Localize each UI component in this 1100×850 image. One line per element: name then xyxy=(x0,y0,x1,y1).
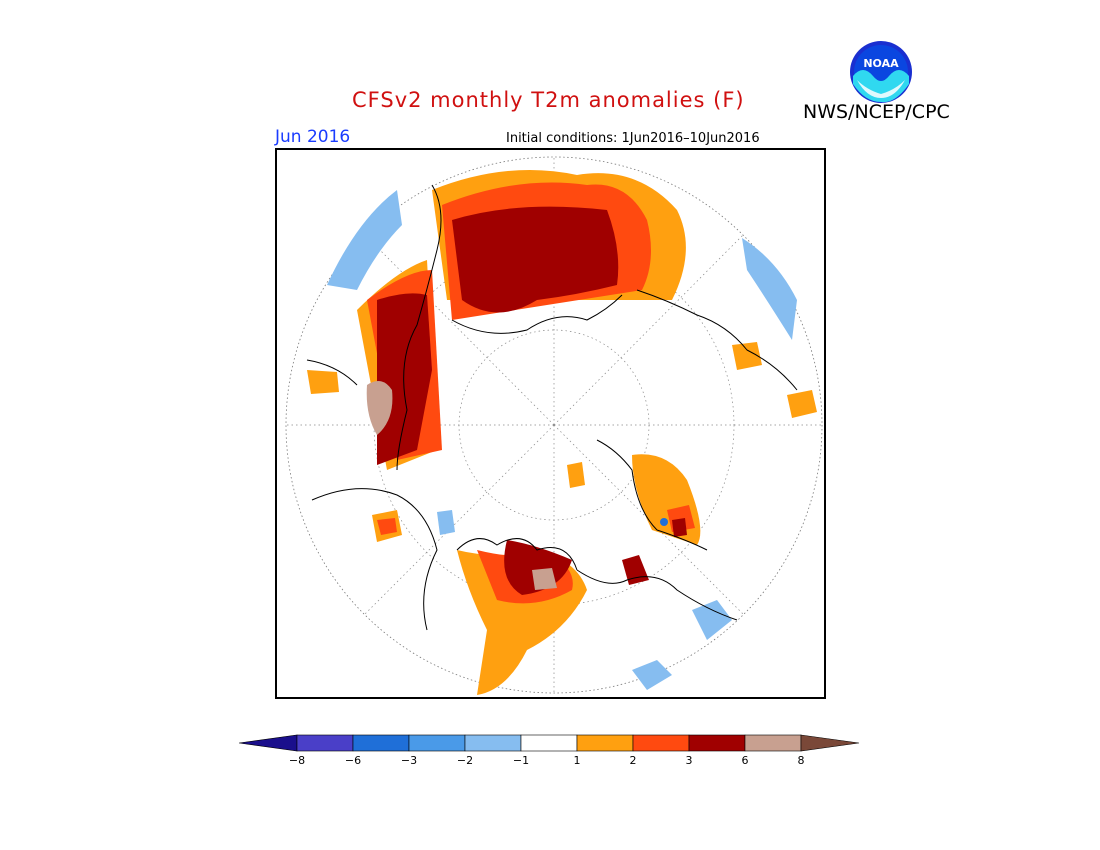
logo-text: NOAA xyxy=(863,57,899,70)
polar-map xyxy=(275,148,826,699)
initial-conditions: Initial conditions: 1Jun2016–10Jun2016 xyxy=(506,131,760,146)
colorbar-tick-label: 6 xyxy=(741,754,749,767)
colorbar-tick-label: −6 xyxy=(344,754,362,767)
chart-title: CFSv2 monthly T2m anomalies (F) xyxy=(352,88,745,112)
colorbar-bin xyxy=(352,734,410,752)
colorbar-bin xyxy=(408,734,466,752)
colorbar-arrow-low xyxy=(239,734,298,752)
colorbar-tick-label: −8 xyxy=(288,754,306,767)
colorbar xyxy=(239,734,860,752)
colorbar-bin xyxy=(520,734,578,752)
polar-map-graphic xyxy=(285,156,823,695)
colorbar-bin xyxy=(744,734,802,752)
colorbar-tick-label: −1 xyxy=(512,754,530,767)
colorbar-tick-label: 8 xyxy=(797,754,805,767)
noaa-logo-icon: NOAA xyxy=(850,41,912,103)
colorbar-bin xyxy=(296,734,354,752)
forecast-month: Jun 2016 xyxy=(275,127,351,147)
colorbar-labels: −8 −6 −3 −2 −1 1 2 3 6 8 xyxy=(0,754,1100,770)
colorbar-bin xyxy=(576,734,634,752)
colorbar-bin xyxy=(688,734,746,752)
agency-label: NWS/NCEP/CPC xyxy=(803,101,950,123)
colorbar-tick-label: 1 xyxy=(573,754,581,767)
colorbar-tick-label: 2 xyxy=(629,754,637,767)
colorbar-bin xyxy=(632,734,690,752)
colorbar-tick-label: 3 xyxy=(685,754,693,767)
colorbar-tick-label: −2 xyxy=(456,754,474,767)
colorbar-arrow-high xyxy=(800,734,860,752)
anomaly-6-to-8 xyxy=(366,381,557,590)
graticule xyxy=(286,157,822,693)
coastlines xyxy=(306,184,798,631)
cold-anomaly-areas xyxy=(327,190,797,690)
cold-anomaly-spot xyxy=(660,518,668,526)
colorbar-tick-label: −3 xyxy=(400,754,418,767)
colorbar-bin xyxy=(464,734,522,752)
